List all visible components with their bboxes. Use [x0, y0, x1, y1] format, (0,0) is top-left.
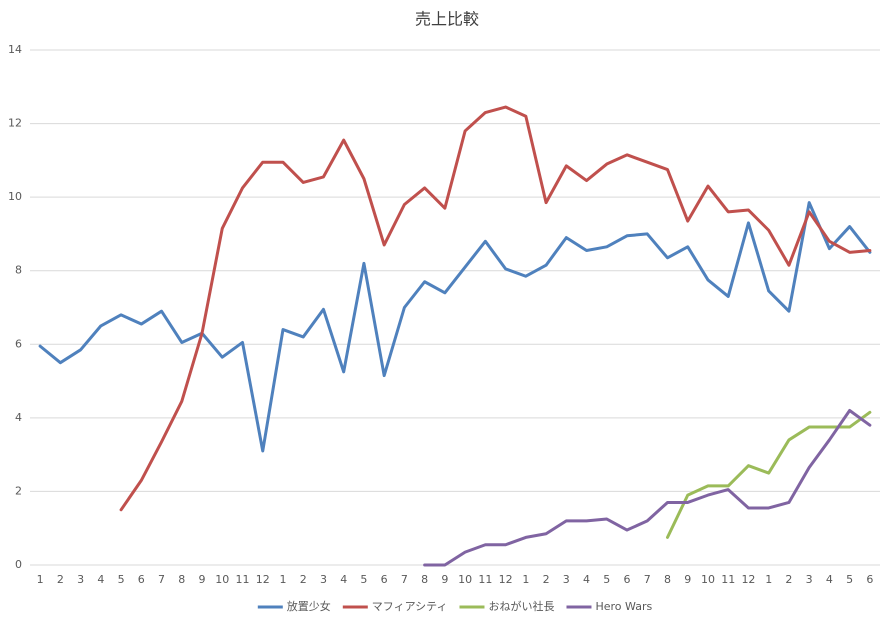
series-line — [38, 201, 872, 453]
x-tick-label: 6 — [381, 573, 388, 586]
legend-label: 放置少女 — [287, 599, 331, 613]
x-tick-label: 9 — [441, 573, 448, 586]
x-tick-label: 10 — [215, 573, 229, 586]
x-tick-label: 1 — [279, 573, 286, 586]
x-tick-label: 11 — [478, 573, 492, 586]
x-tick-label: 4 — [583, 573, 590, 586]
x-tick-label: 3 — [320, 573, 327, 586]
y-tick-label: 2 — [15, 484, 22, 497]
series-line — [666, 410, 872, 539]
y-tick-label: 10 — [8, 190, 22, 203]
x-tick-label: 10 — [458, 573, 472, 586]
x-tick-label: 3 — [77, 573, 84, 586]
x-tick-label: 11 — [721, 573, 735, 586]
x-tick-label: 6 — [624, 573, 631, 586]
x-tick-label: 11 — [236, 573, 250, 586]
x-tick-label: 5 — [360, 573, 367, 586]
legend-label: マフィアシティ — [372, 600, 448, 613]
x-tick-label: 2 — [543, 573, 550, 586]
series-line — [119, 105, 872, 512]
x-tick-label: 8 — [664, 573, 671, 586]
x-tick-label: 5 — [846, 573, 853, 586]
x-tick-label: 6 — [866, 573, 873, 586]
x-tick-label: 8 — [178, 573, 185, 586]
x-tick-label: 7 — [401, 573, 408, 586]
y-tick-label: 6 — [15, 337, 22, 350]
x-tick-label: 10 — [701, 573, 715, 586]
x-tick-label: 3 — [563, 573, 570, 586]
x-tick-label: 12 — [741, 573, 755, 586]
x-tick-label: 1 — [765, 573, 772, 586]
y-tick-label: 4 — [15, 411, 22, 424]
x-tick-label: 2 — [57, 573, 64, 586]
x-tick-label: 8 — [421, 573, 428, 586]
series-line — [423, 409, 872, 567]
x-tick-label: 4 — [340, 573, 347, 586]
x-tick-label: 2 — [785, 573, 792, 586]
x-tick-label: 4 — [826, 573, 833, 586]
x-tick-label: 1 — [522, 573, 529, 586]
y-tick-label: 8 — [15, 264, 22, 277]
x-tick-label: 12 — [499, 573, 513, 586]
x-tick-label: 3 — [806, 573, 813, 586]
chart-title: 売上比較 — [415, 10, 479, 29]
x-tick-label: 7 — [158, 573, 165, 586]
x-tick-label: 5 — [118, 573, 125, 586]
x-tick-label: 12 — [256, 573, 270, 586]
legend-label: Hero Wars — [595, 600, 652, 613]
x-tick-label: 2 — [300, 573, 307, 586]
x-tick-label: 5 — [603, 573, 610, 586]
y-tick-label: 12 — [8, 117, 22, 130]
x-tick-label: 9 — [199, 573, 206, 586]
x-tick-label: 7 — [644, 573, 651, 586]
y-tick-label: 14 — [8, 43, 22, 56]
y-tick-label: 0 — [15, 558, 22, 571]
legend-label: おねがい社長 — [488, 599, 554, 613]
x-tick-label: 9 — [684, 573, 691, 586]
x-tick-label: 6 — [138, 573, 145, 586]
x-tick-label: 4 — [97, 573, 104, 586]
x-tick-label: 1 — [37, 573, 44, 586]
